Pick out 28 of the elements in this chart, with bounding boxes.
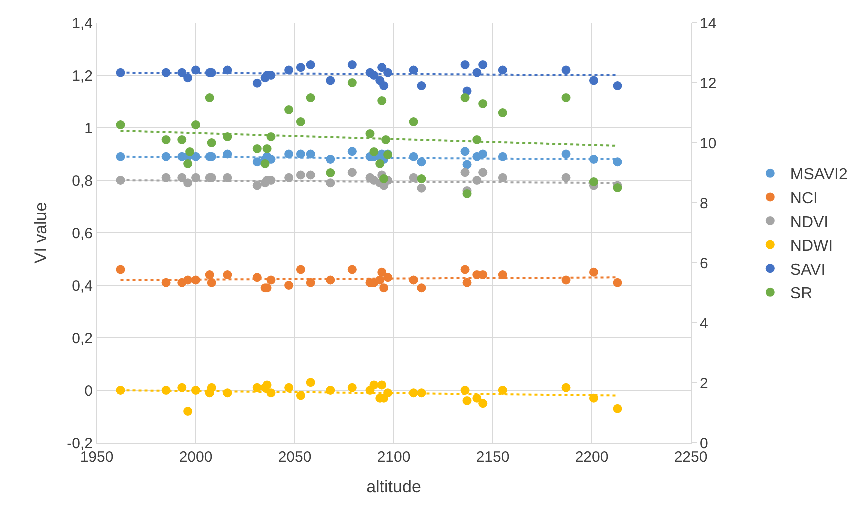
y2-tick-label: 4 xyxy=(700,315,708,332)
legend-label: MSAVI2 xyxy=(790,166,848,184)
y-tick-label: 1 xyxy=(84,120,93,138)
legend-label: NDVI xyxy=(790,214,829,232)
x-tick-label: 2100 xyxy=(377,449,411,466)
x-axis-title: altitude xyxy=(366,477,422,496)
y2-tick-label: 10 xyxy=(700,135,717,152)
y2-tick-label: 14 xyxy=(700,15,717,32)
y-axis-title: VI value xyxy=(32,202,51,264)
x-tick-label: 2200 xyxy=(575,449,609,466)
x-tick-label: 2000 xyxy=(179,449,213,466)
y2-tick-label: 6 xyxy=(700,255,708,272)
y-tick-label: 0 xyxy=(84,382,93,400)
y-tick-label: 0,4 xyxy=(72,278,93,295)
y-tick-label: 1,2 xyxy=(72,68,93,85)
y-tick-label: 0,2 xyxy=(72,330,93,348)
legend-label: SR xyxy=(790,286,813,303)
x-tick-label: 2050 xyxy=(278,449,312,466)
y-tick-label: 0,6 xyxy=(72,225,93,242)
y-tick-label: 1,4 xyxy=(72,15,93,32)
legend-label: NDWI xyxy=(790,238,834,256)
x-tick-label: 2150 xyxy=(476,449,510,466)
legend-label: SAVI xyxy=(790,262,826,279)
y2-tick-label: 8 xyxy=(700,195,708,212)
y-tick-label: 0,8 xyxy=(72,172,93,190)
y2-tick-label: 2 xyxy=(700,375,708,392)
y2-tick-label: 12 xyxy=(700,75,717,92)
legend-label: NCI xyxy=(790,190,818,208)
